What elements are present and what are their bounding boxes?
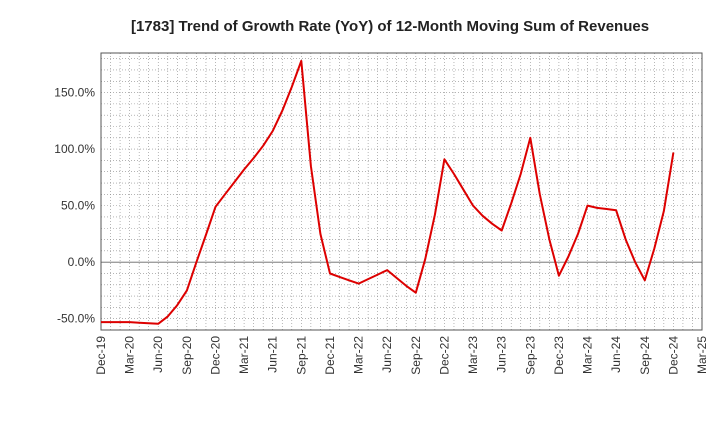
x-tick-label: Sep-20 — [180, 336, 194, 375]
y-axis-ticks: -50.0% 0.0% 50.0% 100.0% 150.0% — [54, 86, 95, 326]
plot-frame — [100, 52, 703, 331]
y-tick-label: 150.0% — [54, 86, 95, 100]
y-tick-label: 50.0% — [61, 199, 95, 213]
x-tick-label: Dec-21 — [323, 336, 337, 375]
x-tick-label: Mar-22 — [352, 336, 366, 374]
x-tick-label: Sep-22 — [409, 336, 423, 375]
x-tick-label: Sep-23 — [523, 336, 537, 375]
x-tick-label: Jun-20 — [151, 336, 165, 373]
x-tick-label: Dec-22 — [437, 336, 451, 375]
x-tick-label: Mar-20 — [123, 336, 137, 374]
x-tick-label: Mar-23 — [466, 336, 480, 374]
y-tick-label: 100.0% — [54, 142, 95, 156]
x-tick-label: Jun-21 — [266, 336, 280, 373]
x-tick-label: Sep-21 — [294, 336, 308, 375]
x-tick-label: Jun-22 — [380, 336, 394, 373]
x-tick-label: Jun-24 — [609, 336, 623, 373]
x-tick-label: Mar-24 — [581, 336, 595, 374]
x-tick-label: Mar-25 — [695, 336, 709, 374]
x-tick-label: Sep-24 — [638, 336, 652, 375]
x-tick-label: Dec-20 — [208, 336, 222, 375]
series-line — [101, 59, 675, 325]
x-tick-label: Jun-23 — [495, 336, 509, 373]
x-axis-ticks: Dec-19 Mar-20 Jun-20 Sep-20 Dec-20 Mar-21 Jun-… — [94, 336, 709, 375]
x-tick-label: Dec-23 — [552, 336, 566, 375]
y-tick-label: 0.0% — [68, 255, 96, 269]
x-tick-label: Mar-21 — [237, 336, 251, 374]
x-tick-label: Dec-24 — [666, 336, 680, 375]
y-tick-label: -50.0% — [57, 312, 95, 326]
chart-title: [1783] Trend of Growth Rate (YoY) of 12-… — [131, 18, 649, 35]
grid-layer — [101, 53, 702, 330]
x-tick-label: Dec-19 — [94, 336, 108, 375]
